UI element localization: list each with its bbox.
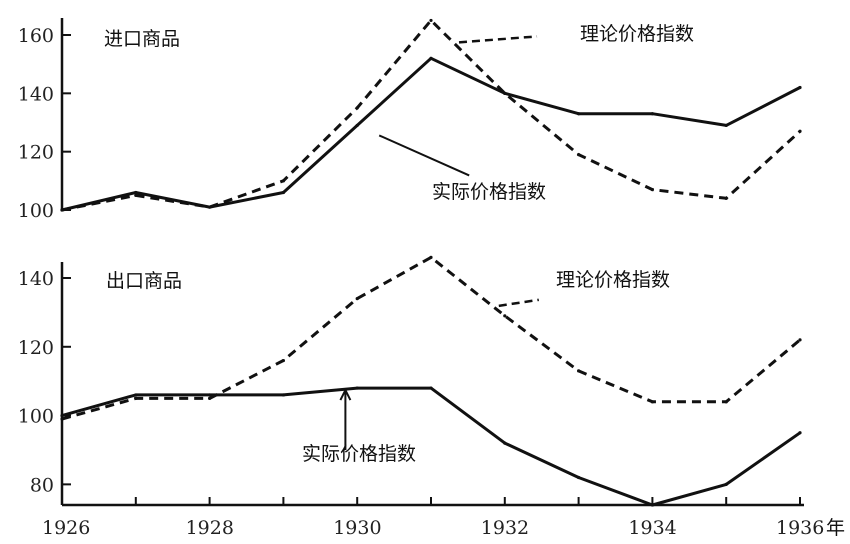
data-point	[650, 112, 655, 116]
data-point	[724, 196, 728, 200]
theoretical-label: 理论价格指数	[556, 269, 670, 291]
y-tick-label: 120	[18, 337, 54, 359]
data-point	[134, 193, 138, 198]
data-point	[60, 413, 64, 418]
data-point	[134, 393, 138, 397]
axes-layer	[60, 18, 804, 507]
x-tick-label: 1928	[186, 517, 234, 539]
data-point	[650, 400, 655, 404]
data-point	[355, 123, 359, 128]
data-point	[503, 91, 507, 95]
actual-label: 实际价格指数	[432, 181, 546, 203]
theoretical-price-line	[61, 18, 802, 212]
data-point	[355, 386, 359, 390]
x-tick-label: 1936	[776, 517, 824, 539]
data-point	[503, 441, 507, 445]
theoretical-price-line	[61, 255, 801, 421]
data-point	[429, 18, 433, 23]
x-tick-label: 1926	[42, 517, 90, 539]
actual-pointer	[378, 134, 470, 177]
data-point	[798, 431, 802, 435]
y-tick-label: 100	[18, 200, 54, 222]
data-point	[134, 190, 138, 195]
data-point	[429, 56, 433, 60]
data-point	[355, 106, 359, 110]
data-point	[577, 152, 581, 157]
data-point	[798, 338, 802, 342]
x-tick-label: 1932	[481, 517, 529, 539]
x-axis-unit: 年	[826, 517, 845, 539]
y-tick-label: 100	[18, 406, 54, 428]
data-point	[281, 190, 285, 195]
data-point	[429, 255, 433, 259]
data-point	[650, 187, 655, 192]
data-point	[134, 396, 138, 400]
data-point	[60, 417, 64, 421]
data-point	[60, 208, 64, 212]
y-tick-label: 140	[18, 83, 54, 105]
data-point	[724, 400, 728, 404]
data-point	[281, 393, 285, 397]
data-point	[798, 129, 802, 133]
data-point	[208, 396, 212, 400]
data-point	[355, 297, 359, 301]
data-point	[798, 85, 802, 90]
data-point	[281, 358, 285, 363]
y-tick-label: 140	[18, 268, 54, 290]
theoretical-pointer	[498, 298, 539, 308]
data-point	[724, 123, 728, 128]
data-point	[577, 475, 581, 480]
data-point	[577, 369, 581, 373]
data-point	[208, 205, 212, 209]
actual-price-line	[61, 56, 801, 212]
actual-label: 实际价格指数	[302, 443, 416, 465]
panel-title: 出口商品	[106, 270, 182, 292]
data-point	[429, 386, 433, 390]
data-point	[503, 314, 507, 318]
data-point	[577, 112, 581, 116]
x-tick-label: 1934	[628, 517, 676, 539]
x-tick-label: 1930	[333, 517, 381, 539]
y-tick-label: 160	[18, 25, 54, 47]
y-tick-label: 120	[18, 142, 54, 164]
panel-title: 进口商品	[104, 28, 180, 50]
data-point	[650, 503, 655, 507]
theoretical-label: 理论价格指数	[580, 23, 694, 45]
lines-layer	[60, 18, 802, 507]
actual-price-line	[61, 386, 801, 507]
data-point	[281, 179, 285, 183]
data-point	[208, 393, 212, 397]
y-tick-label: 80	[30, 474, 54, 496]
data-point	[724, 482, 728, 486]
theoretical-pointer	[458, 35, 538, 44]
